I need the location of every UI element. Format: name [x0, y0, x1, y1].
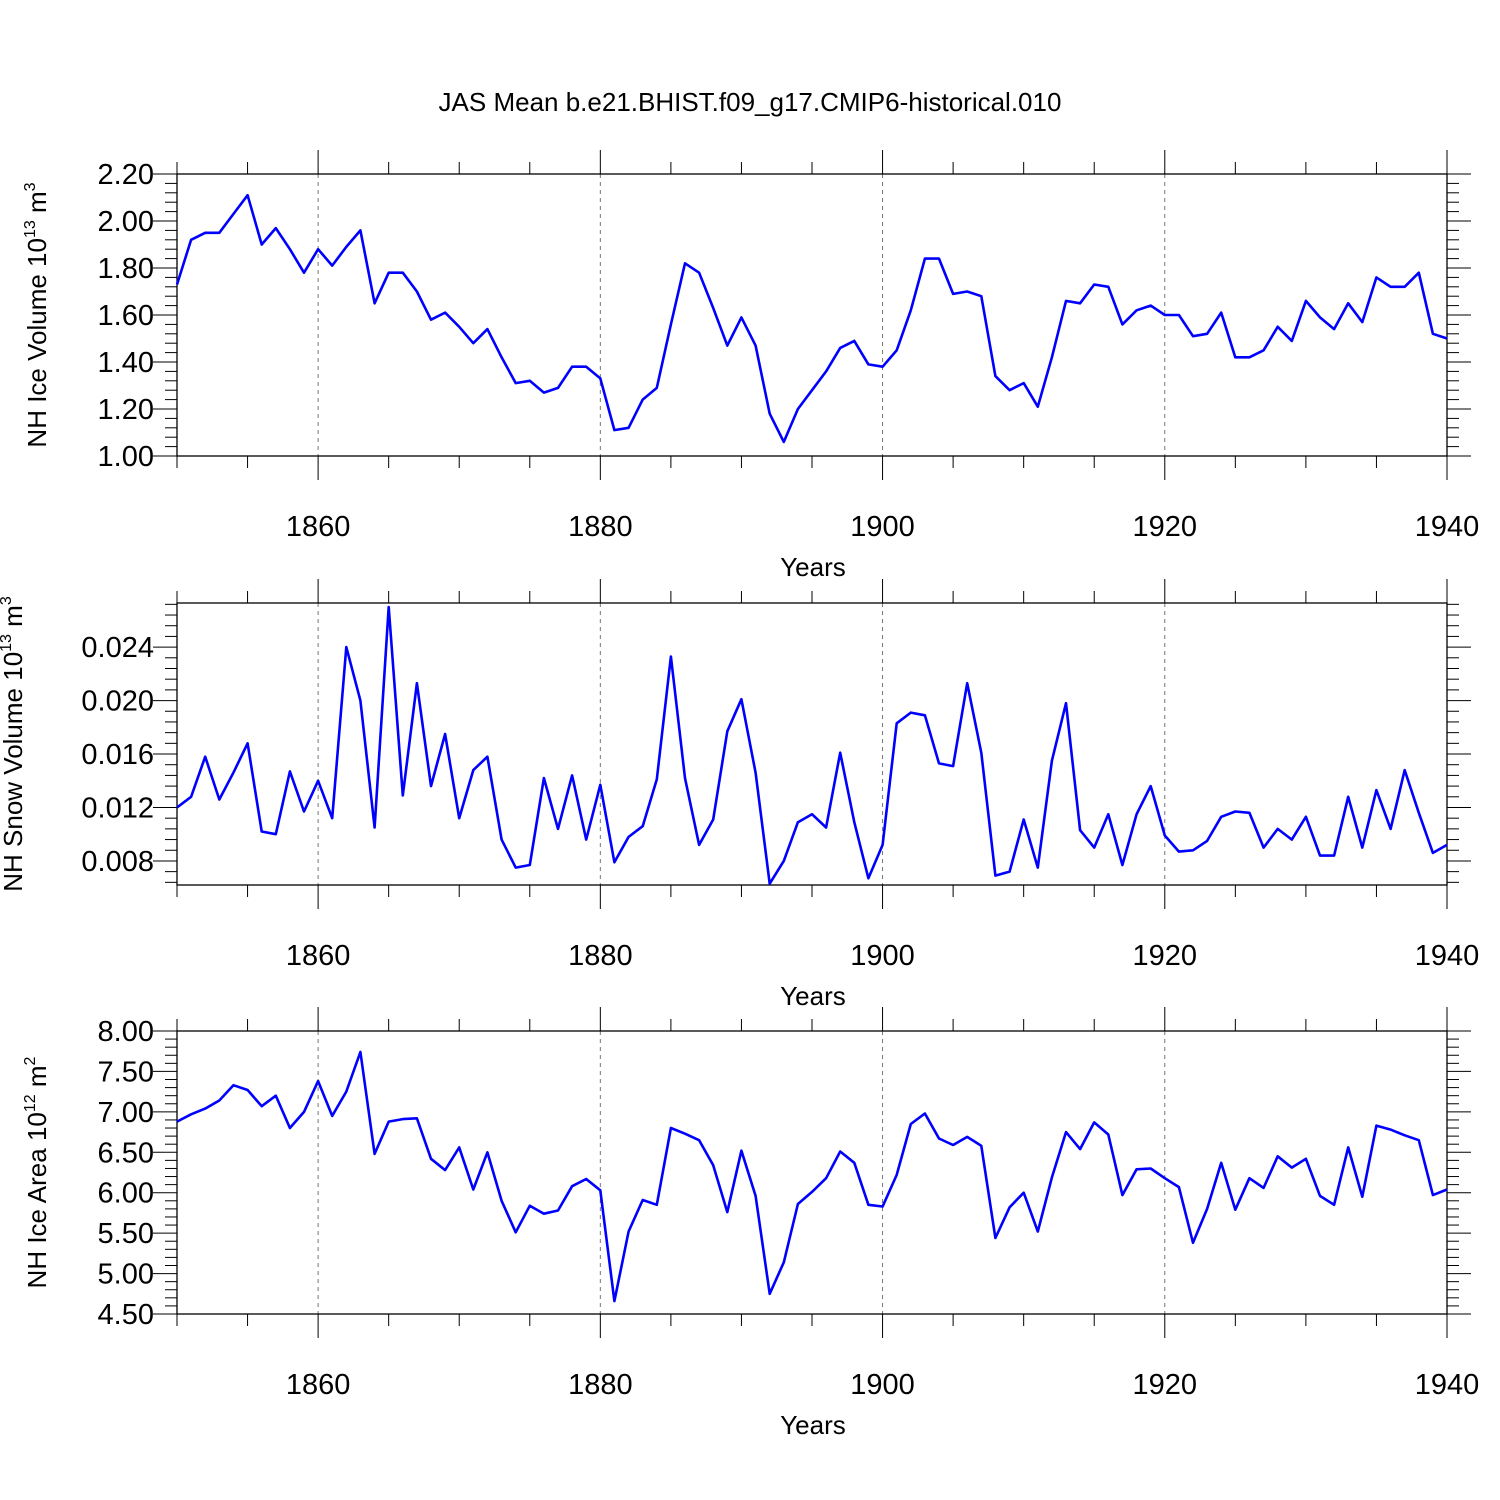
data-series-line [176, 1050, 1448, 1303]
y-label-exponent: 13 [22, 220, 39, 238]
y-label-exponent: 12 [22, 1094, 39, 1112]
y-label-unit-exponent: 3 [0, 596, 15, 605]
y-label-main: NH Snow Volume 10 [0, 652, 28, 892]
x-axis-label: Years [780, 981, 846, 1011]
figure-title: JAS Mean b.e21.BHIST.f09_g17.CMIP6-histo… [439, 87, 1062, 117]
plot-frame [176, 1030, 1448, 1315]
y-tick-label: 0.008 [81, 846, 154, 878]
x-tick-label: 1920 [1133, 511, 1198, 543]
y-tick-label: 8.00 [98, 1016, 154, 1048]
y-label-unit: m [22, 1065, 52, 1094]
y-tick-label: 7.50 [98, 1056, 154, 1088]
y-label-unit: m [22, 191, 52, 220]
y-tick-label: 0.024 [81, 632, 154, 664]
y-label-main: NH Ice Area 10 [22, 1112, 52, 1288]
y-tick-label: 2.20 [98, 159, 154, 191]
panel-2: 1860 1880 1900 1920 1940 0.008 0.012 0.016 0.020… [0, 579, 1479, 1011]
panels: 1860 1880 1900 1920 1940 1.00 1.20 1.40 1.60 1.80… [0, 150, 1479, 1440]
y-tick-label: 6.00 [98, 1178, 154, 1210]
y-tick-label: 7.00 [98, 1097, 154, 1129]
y-label-exponent: 13 [0, 634, 15, 652]
y-tick-label: 5.50 [98, 1218, 154, 1250]
panel-1: 1860 1880 1900 1920 1940 1.00 1.20 1.40 1.60 1.80… [22, 150, 1479, 582]
y-label-unit: m [0, 605, 28, 634]
x-tick-label: 1940 [1415, 1369, 1480, 1401]
x-tick-label: 1940 [1415, 940, 1480, 972]
y-tick-label: 2.00 [98, 206, 154, 238]
y-tick-label: 0.012 [81, 792, 154, 824]
y-tick-label: 1.20 [98, 394, 154, 426]
x-axis-label: Years [780, 1410, 846, 1440]
y-tick-label: 1.60 [98, 300, 154, 332]
y-axis-label: NH Ice Volume 1013 m3 [22, 182, 52, 447]
plot-frame [176, 173, 1448, 457]
x-tick-label: 1860 [286, 511, 351, 543]
panel-3: 1860 1880 1900 1920 1940 4.50 5.00 5.50 6.00 6.50… [22, 1007, 1479, 1440]
y-tick-label: 1.80 [98, 253, 154, 285]
y-tick-label: 5.00 [98, 1259, 154, 1291]
y-tick-label: 6.50 [98, 1137, 154, 1169]
x-axis-label: Years [780, 552, 846, 582]
x-tick-label: 1940 [1415, 511, 1480, 543]
data-series-line [175, 193, 1448, 444]
x-tick-label: 1860 [286, 1369, 351, 1401]
y-tick-label: 0.020 [81, 686, 154, 718]
y-label-main: NH Ice Volume 10 [22, 238, 52, 448]
plot-frame [176, 602, 1448, 886]
y-tick-label: 1.40 [98, 347, 154, 379]
x-tick-label: 1900 [850, 940, 915, 972]
x-tick-label: 1880 [568, 940, 633, 972]
y-label-unit-exponent: 2 [22, 1056, 39, 1065]
y-label-unit-exponent: 3 [22, 182, 39, 191]
x-tick-label: 1880 [568, 1369, 633, 1401]
y-axis-label: NH Snow Volume 1013 m3 [0, 596, 28, 892]
x-tick-label: 1900 [850, 511, 915, 543]
y-tick-label: 0.016 [81, 739, 154, 771]
x-tick-label: 1920 [1133, 1369, 1198, 1401]
y-tick-label: 1.00 [98, 441, 154, 473]
x-tick-label: 1860 [286, 940, 351, 972]
x-tick-label: 1880 [568, 511, 633, 543]
data-series-line [176, 605, 1448, 886]
y-tick-label: 4.50 [98, 1299, 154, 1331]
x-tick-label: 1920 [1133, 940, 1198, 972]
x-tick-label: 1900 [850, 1369, 915, 1401]
y-axis-label: NH Ice Area 1012 m2 [22, 1056, 52, 1288]
